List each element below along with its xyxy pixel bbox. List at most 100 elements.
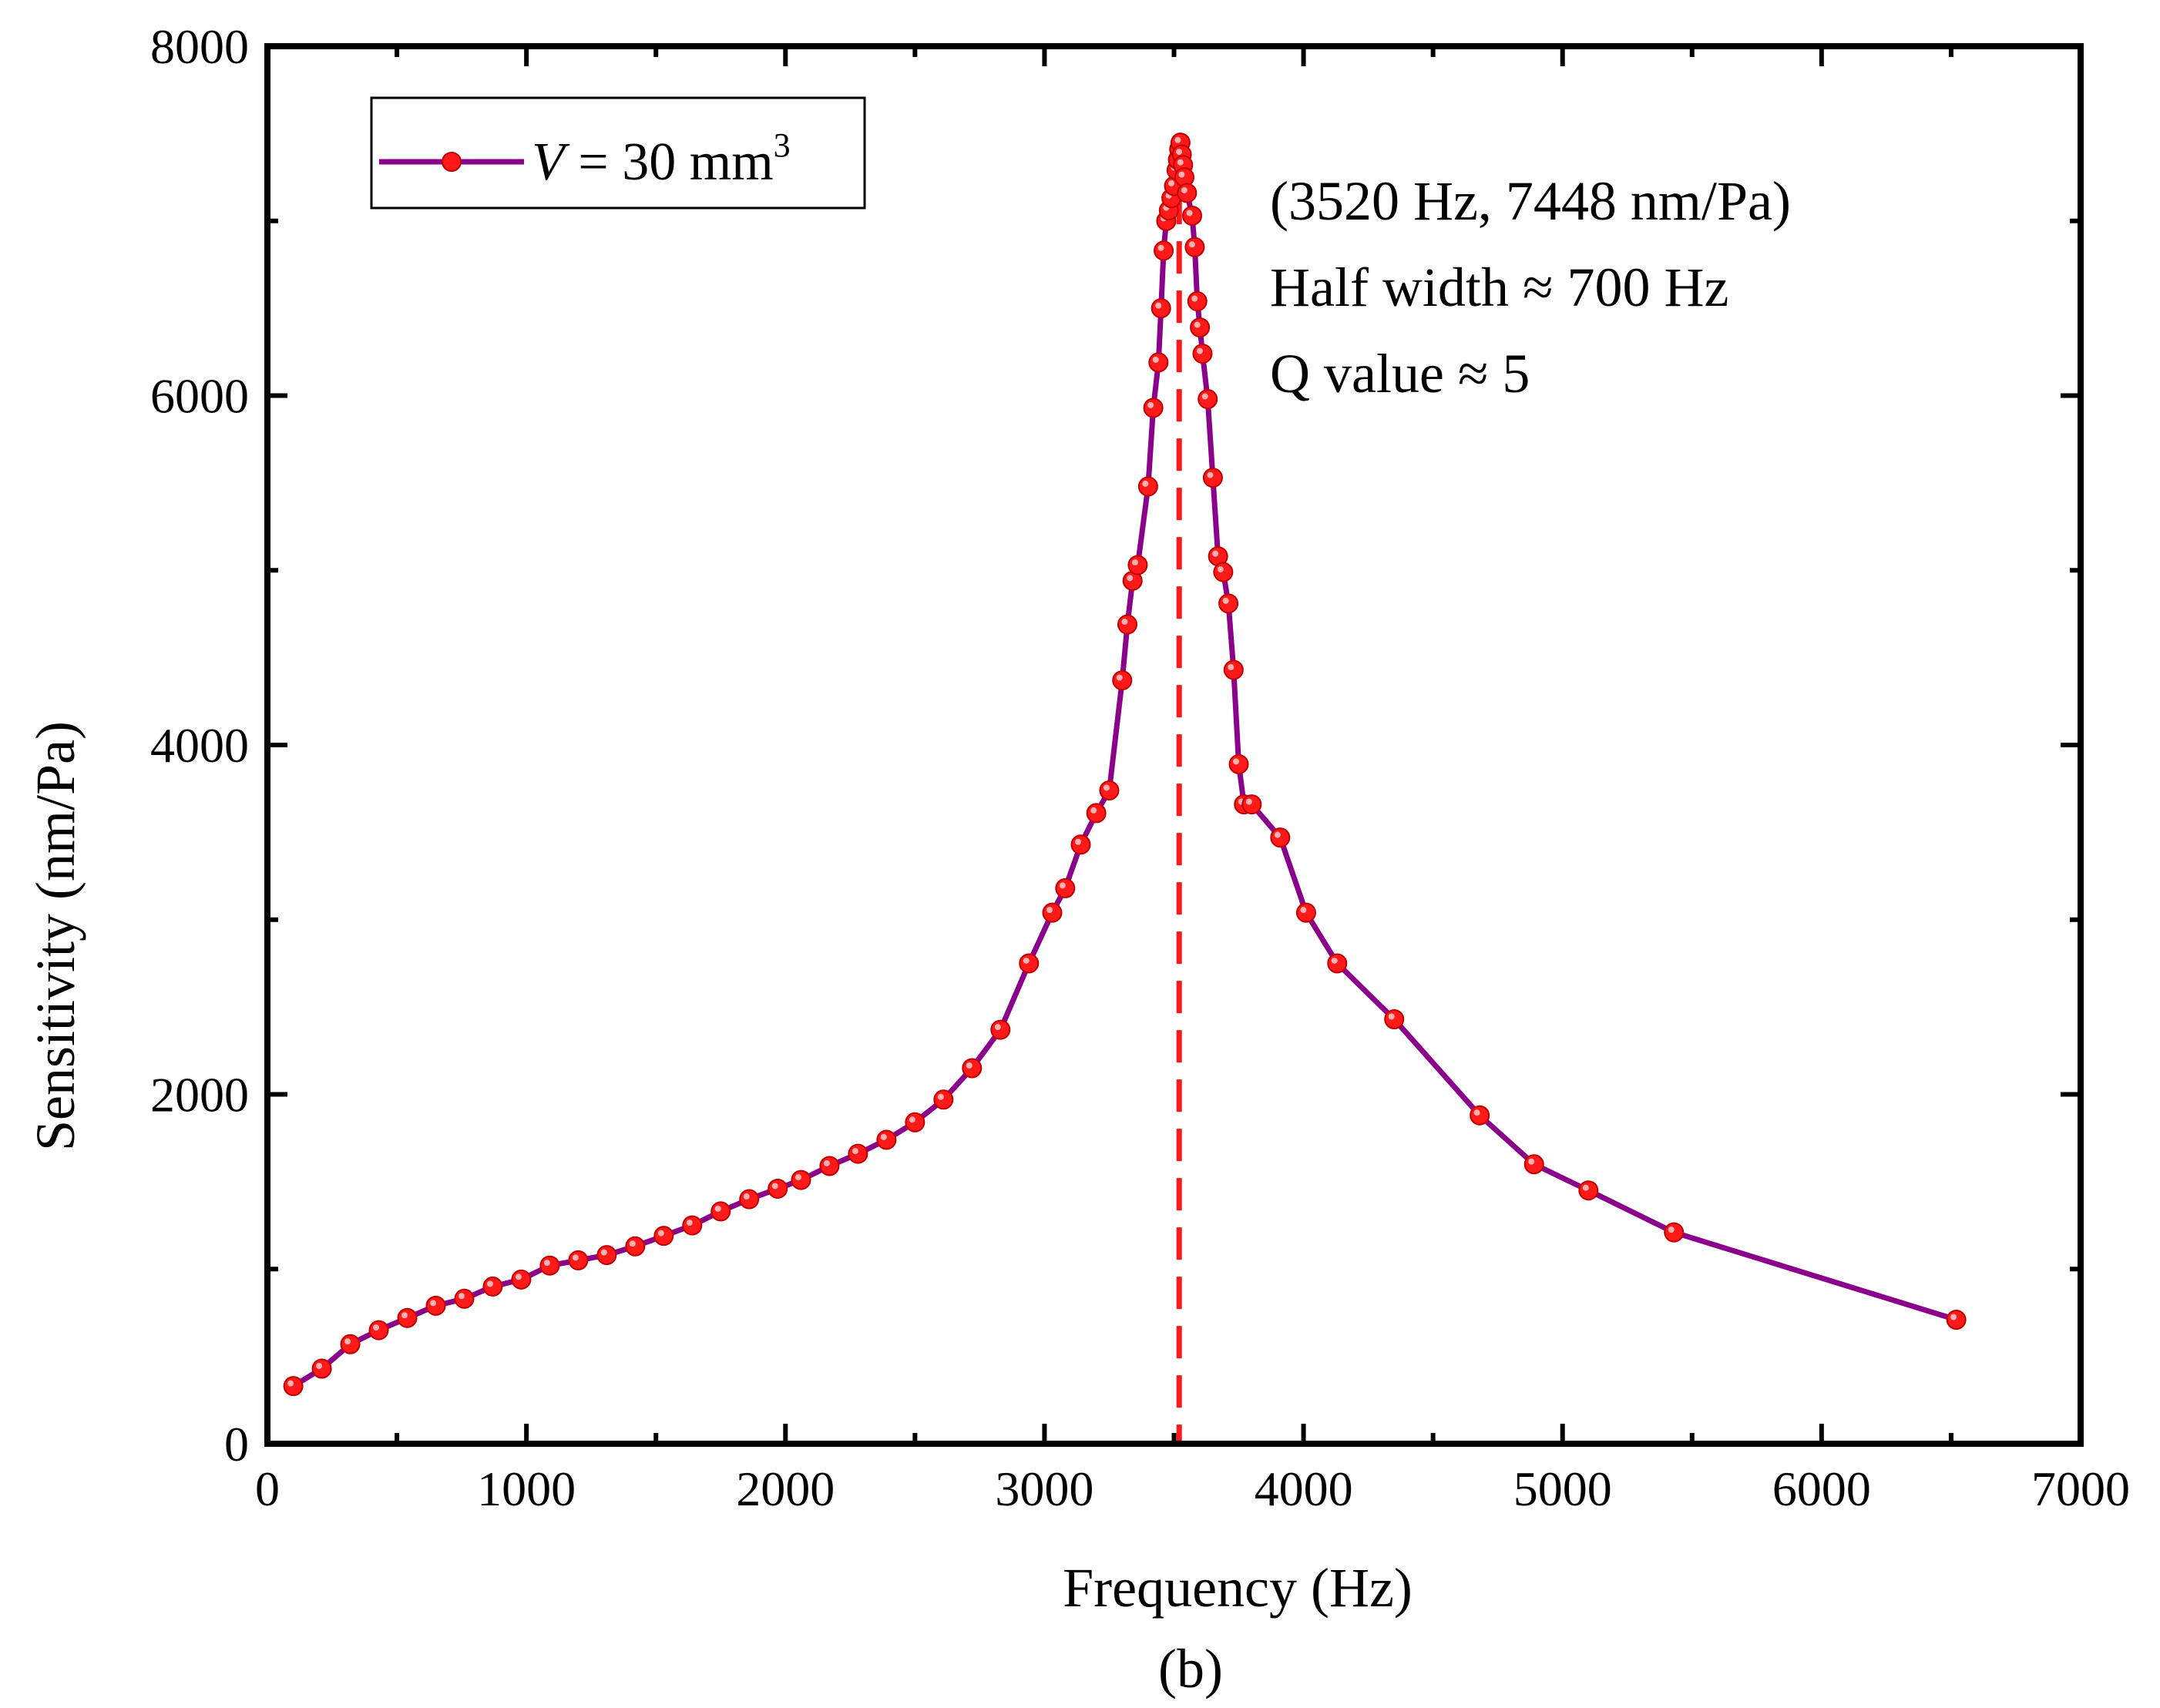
data-point-highlight (1090, 807, 1097, 814)
data-point (1055, 877, 1076, 898)
data-point (1127, 555, 1148, 575)
data-point-highlight (1528, 1158, 1535, 1165)
data-point-highlight (657, 1230, 664, 1237)
y-tick-label: 8000 (150, 19, 249, 74)
data-point (1177, 183, 1198, 203)
figure-subcaption: (b) (1158, 1638, 1223, 1700)
data-point-highlight (1188, 241, 1195, 248)
data-points (283, 133, 1967, 1397)
data-point-highlight (743, 1193, 750, 1200)
data-point-highlight (714, 1205, 721, 1212)
data-point-highlight (515, 1273, 522, 1280)
data-point-highlight (1300, 907, 1307, 914)
data-point (1327, 953, 1348, 974)
data-point (653, 1226, 674, 1247)
data-point-highlight (1194, 321, 1201, 328)
data-point-highlight (401, 1312, 408, 1319)
data-point-highlight (458, 1293, 465, 1300)
data-point (425, 1295, 446, 1316)
data-point (1270, 827, 1291, 848)
data-point-highlight (1177, 159, 1184, 166)
data-point (1213, 562, 1234, 582)
data-point (1143, 398, 1164, 418)
legend: V = 30 mm3 (370, 96, 866, 210)
data-point (1137, 476, 1158, 497)
y-tick-label: 4000 (150, 718, 249, 773)
data-point-highlight (572, 1254, 579, 1261)
data-point (1019, 953, 1040, 974)
data-point (1112, 670, 1133, 691)
data-point (568, 1250, 589, 1270)
data-point-highlight (1217, 566, 1224, 573)
data-point (905, 1112, 925, 1133)
data-point-highlight (966, 1062, 973, 1069)
data-point-highlight (909, 1116, 915, 1123)
data-point (1042, 902, 1063, 923)
data-point-highlight (1228, 663, 1235, 670)
data-point (962, 1058, 983, 1079)
data-point-highlight (1331, 957, 1338, 964)
data-point-highlight (1212, 550, 1219, 557)
data-point (596, 1245, 617, 1266)
data-point (876, 1129, 897, 1150)
y-tick-label: 6000 (150, 369, 249, 424)
data-point-highlight (1157, 244, 1164, 251)
annotation-q-value: Q value ≈ 5 (1270, 343, 1530, 404)
data-point (1470, 1105, 1490, 1126)
data-point-highlight (1174, 136, 1181, 143)
data-point-highlight (1950, 1314, 1957, 1320)
data-point (1578, 1180, 1599, 1201)
data-point (791, 1169, 811, 1190)
data-point-highlight (686, 1220, 693, 1226)
data-point-highlight (287, 1380, 294, 1387)
data-point-highlight (1178, 171, 1185, 178)
data-point (311, 1358, 332, 1379)
series-line (291, 139, 1957, 1389)
data-point (1148, 352, 1169, 373)
data-point (283, 1376, 304, 1397)
data-point-highlight (823, 1159, 830, 1166)
data-point (739, 1189, 760, 1210)
data-point-highlight (1186, 210, 1193, 216)
data-point-highlight (994, 1024, 1001, 1031)
data-point (397, 1307, 418, 1328)
data-point (511, 1269, 532, 1290)
data-point (1187, 291, 1208, 312)
plot-frame (264, 43, 2084, 1447)
data-point (368, 1320, 389, 1341)
data-point (1664, 1222, 1685, 1243)
data-point-highlight (373, 1324, 380, 1331)
data-point-highlight (316, 1362, 323, 1369)
data-point (1202, 468, 1223, 488)
data-point (933, 1089, 954, 1110)
data-point (539, 1255, 560, 1276)
data-point (1241, 794, 1262, 815)
data-point (1295, 902, 1316, 923)
x-tick-label: 2000 (736, 1461, 835, 1516)
x-tick-label: 4000 (1255, 1461, 1353, 1516)
data-point-highlight (1074, 838, 1081, 845)
data-point-highlight (1147, 401, 1154, 408)
data-point (710, 1201, 731, 1222)
data-point-highlight (1155, 302, 1162, 309)
annotation-half-width: Half width ≈ 700 Hz (1270, 257, 1728, 318)
data-point-highlight (1222, 597, 1229, 604)
data-point-highlight (880, 1133, 887, 1140)
x-tick-label: 6000 (1772, 1461, 1871, 1516)
annotation-peak: (3520 Hz, 7448 nm/Pa) (1270, 170, 1791, 232)
data-point-highlight (629, 1240, 636, 1247)
x-tick-label: 3000 (995, 1461, 1093, 1516)
data-point-highlight (1046, 907, 1053, 914)
data-point-highlight (1274, 831, 1281, 838)
data-point (1946, 1310, 1967, 1330)
data-point-highlight (543, 1260, 550, 1267)
data-point (1086, 803, 1107, 824)
data-point-highlight (1388, 1013, 1395, 1020)
data-point (1117, 614, 1137, 635)
data-point-highlight (1121, 619, 1128, 626)
data-point (768, 1178, 788, 1199)
data-point (1154, 240, 1174, 261)
data-point (1184, 237, 1205, 257)
data-point (1192, 344, 1213, 364)
